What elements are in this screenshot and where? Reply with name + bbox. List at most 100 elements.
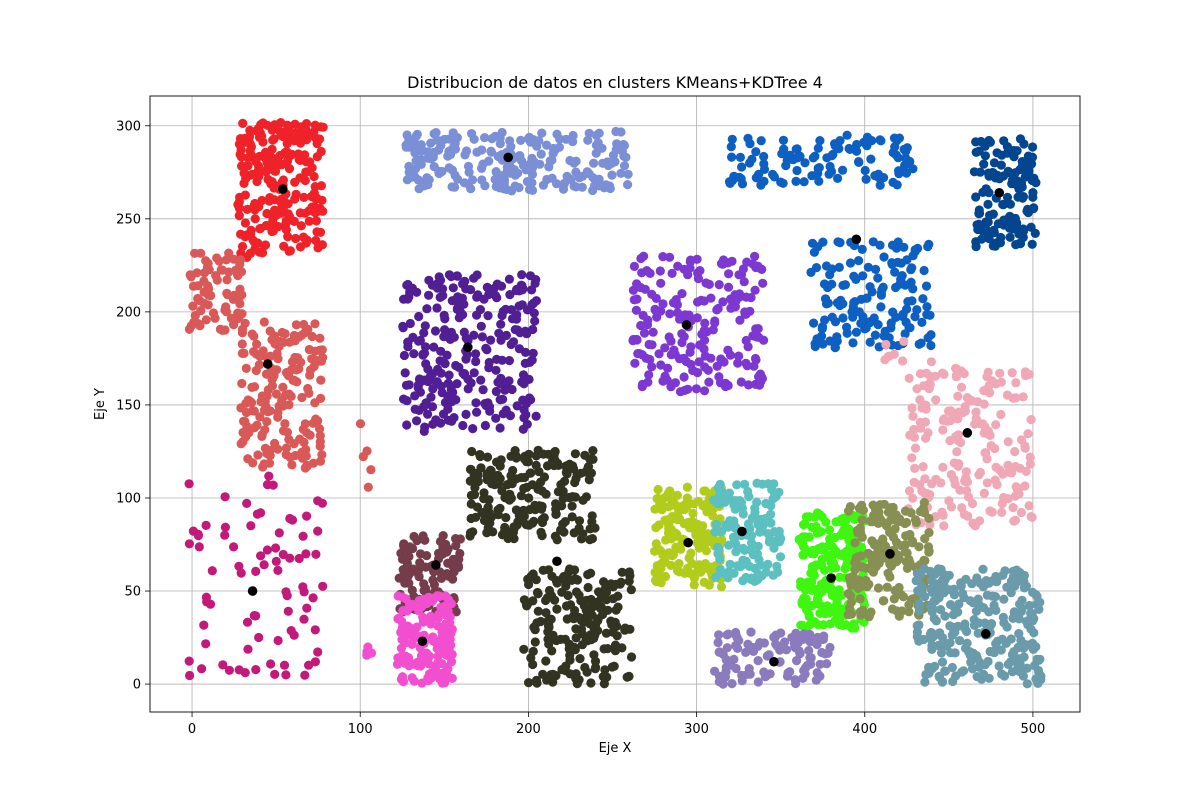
data-point (846, 609, 857, 619)
data-point (450, 144, 460, 154)
data-point (755, 638, 765, 648)
data-point (262, 165, 272, 175)
data-point (193, 293, 203, 304)
data-point (226, 313, 236, 323)
data-point (714, 671, 725, 681)
data-point (463, 384, 473, 394)
data-point (776, 534, 786, 544)
data-point (922, 302, 932, 312)
data-point (889, 594, 899, 604)
data-point (271, 543, 281, 553)
data-point (804, 612, 815, 622)
data-point (310, 657, 320, 667)
data-point (315, 345, 325, 355)
data-point (228, 294, 238, 304)
data-point (600, 584, 610, 594)
data-point (207, 566, 217, 576)
data-point (452, 133, 462, 143)
data-point (446, 327, 456, 337)
data-point (301, 119, 312, 129)
data-point (1024, 369, 1034, 379)
data-point (552, 604, 562, 614)
data-point (653, 484, 663, 495)
data-point (706, 353, 716, 363)
data-point (301, 451, 311, 461)
data-point (399, 541, 409, 551)
data-point (504, 274, 514, 284)
data-point (424, 651, 435, 661)
data-point (499, 184, 509, 194)
data-point (725, 350, 736, 360)
data-point (516, 135, 526, 145)
data-point (479, 494, 489, 504)
data-point (591, 148, 601, 158)
data-point (418, 146, 428, 156)
data-point (601, 595, 612, 605)
plot-frame (149, 95, 1081, 713)
data-point (236, 267, 247, 277)
data-point (452, 271, 462, 281)
x-tick-label: 0 (188, 722, 196, 737)
data-point (939, 521, 949, 531)
data-point (575, 654, 585, 664)
data-point (247, 406, 258, 416)
data-point (816, 582, 826, 592)
data-point (237, 339, 247, 349)
data-point (954, 599, 964, 609)
data-point (692, 254, 702, 264)
data-point (799, 666, 809, 676)
data-point (401, 574, 411, 584)
data-point (956, 578, 966, 588)
data-point (298, 424, 308, 434)
data-point (665, 309, 675, 319)
data-point (553, 487, 564, 497)
data-point (724, 269, 734, 279)
data-point (734, 289, 745, 299)
data-point (185, 270, 195, 280)
data-point (938, 633, 948, 643)
data-point (285, 246, 295, 256)
data-point (250, 198, 260, 209)
data-point (585, 524, 595, 534)
data-point (699, 325, 710, 335)
data-point (560, 666, 571, 676)
data-point (511, 474, 521, 484)
data-point (445, 612, 455, 622)
data-point (756, 180, 766, 190)
data-point (945, 436, 955, 446)
data-point (218, 660, 228, 670)
data-point (799, 593, 809, 603)
data-point (537, 128, 547, 138)
data-point (983, 199, 993, 209)
data-point (639, 251, 649, 261)
data-point (234, 197, 244, 207)
data-point (815, 136, 825, 146)
data-point (276, 197, 286, 207)
data-point (485, 406, 495, 416)
data-point (1007, 368, 1017, 378)
data-point (996, 409, 1006, 420)
data-point (531, 460, 541, 470)
data-point (607, 170, 617, 180)
data-point (544, 639, 554, 649)
data-point (435, 292, 445, 302)
data-point (184, 479, 194, 489)
data-point (531, 411, 541, 421)
data-point (520, 358, 530, 368)
data-point (484, 363, 494, 373)
data-point (902, 548, 912, 558)
data-point (429, 162, 439, 172)
data-point (991, 420, 1001, 430)
data-point (833, 237, 843, 247)
data-point (434, 272, 444, 282)
data-point (924, 528, 934, 538)
data-point (879, 252, 889, 262)
data-point (521, 399, 532, 409)
data-point (890, 267, 900, 277)
data-point (201, 639, 211, 649)
data-point (550, 531, 561, 541)
data-point (971, 606, 982, 616)
data-point (898, 356, 908, 366)
data-point (408, 564, 418, 574)
data-point (488, 527, 498, 537)
